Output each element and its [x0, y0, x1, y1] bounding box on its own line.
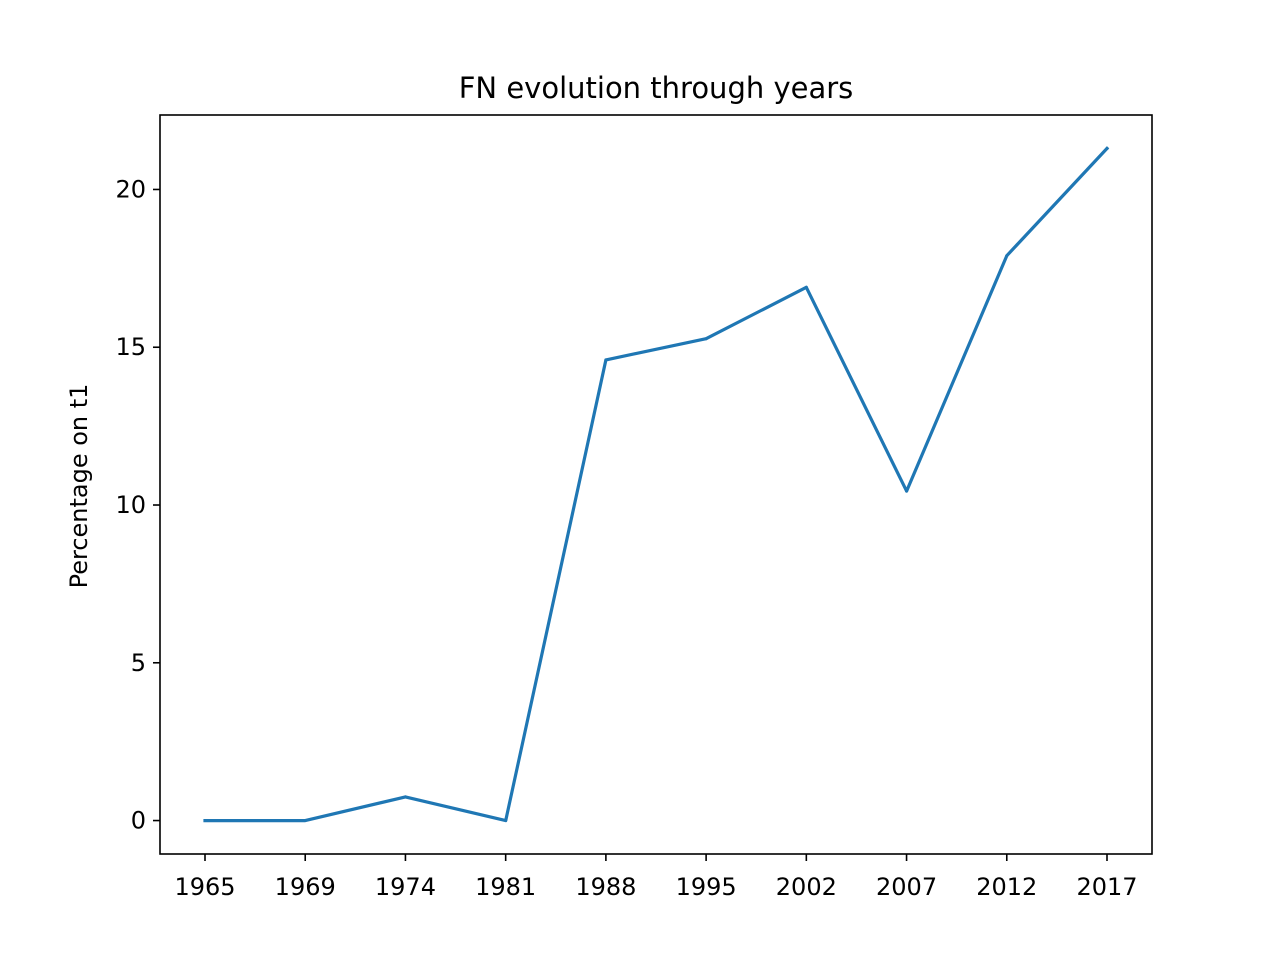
data-point — [403, 795, 407, 799]
x-tick-label: 2017 — [1076, 873, 1137, 901]
x-tick-label: 1969 — [275, 873, 336, 901]
plot-frame — [159, 114, 1153, 855]
series-line — [203, 146, 1110, 823]
data-point — [203, 819, 207, 823]
x-tick-label: 2007 — [876, 873, 937, 901]
data-point — [504, 819, 508, 823]
chart-title: FN evolution through years — [459, 71, 854, 105]
x-tick-label: 1995 — [676, 873, 737, 901]
series-layer — [203, 146, 1110, 823]
y-axis-label: Percentage on t1 — [65, 384, 93, 589]
data-point — [704, 337, 708, 341]
x-tick-label: 1974 — [375, 873, 436, 901]
x-tick-label: 1981 — [475, 873, 536, 901]
y-tick-label: 15 — [115, 333, 146, 361]
data-point — [804, 285, 808, 289]
data-point — [905, 489, 909, 493]
x-tick-label: 2012 — [976, 873, 1037, 901]
data-point — [1105, 146, 1109, 150]
data-point — [1005, 254, 1009, 258]
y-tick-label: 20 — [115, 175, 146, 203]
y-tick-label: 5 — [131, 649, 146, 677]
data-point — [604, 358, 608, 362]
ticks-layer: 1965 1969 1974 1981 1988 1995 2002 2007 2012 2017… — [115, 175, 1137, 901]
data-point — [303, 819, 307, 823]
y-tick-label: 0 — [131, 807, 146, 835]
y-tick-label: 10 — [115, 491, 146, 519]
x-tick-label: 1965 — [174, 873, 235, 901]
x-tick-label: 1988 — [575, 873, 636, 901]
x-tick-label: 2002 — [776, 873, 837, 901]
